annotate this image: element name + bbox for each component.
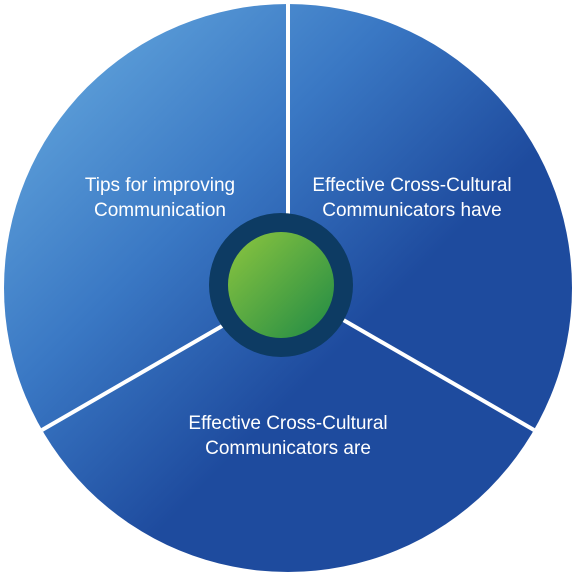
segment-label-have: Effective Cross-Cultural Communicators h… bbox=[292, 173, 532, 223]
segment-label-tips: Tips for improving Communication bbox=[40, 173, 280, 223]
segment-label-line: Effective Cross-Cultural bbox=[188, 413, 388, 434]
segment-label-line: Effective Cross-Cultural bbox=[312, 175, 512, 196]
segment-label-are: Effective Cross-Cultural Communicators a… bbox=[148, 411, 428, 461]
segment-label-line: Communicators have bbox=[322, 200, 502, 221]
segment-label-line: Communicators are bbox=[205, 438, 371, 459]
segment-label-line: Communication bbox=[94, 200, 226, 221]
segment-label-line: Tips for improving bbox=[84, 175, 236, 196]
hub-center bbox=[228, 232, 334, 338]
